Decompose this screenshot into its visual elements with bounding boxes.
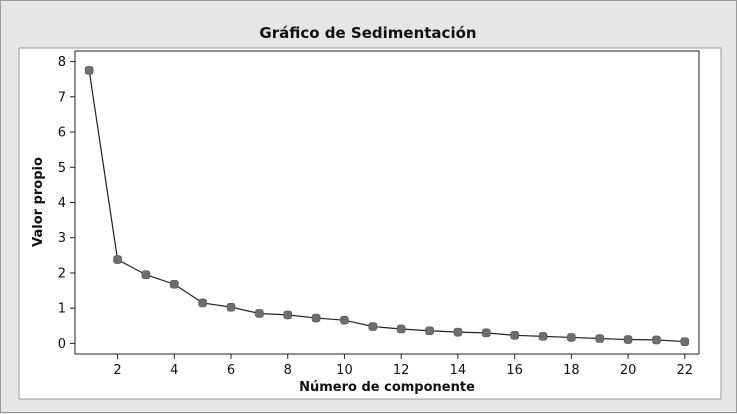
- y-tick-label: 3: [58, 231, 66, 246]
- x-tick-label: 12: [393, 363, 410, 378]
- x-tick-label: 16: [506, 363, 523, 378]
- data-point: [652, 335, 661, 345]
- data-point: [453, 327, 463, 337]
- data-point: [283, 310, 293, 320]
- y-tick-label: 4: [58, 196, 66, 211]
- data-point: [368, 322, 378, 331]
- data-point: [226, 302, 236, 312]
- data-point: [567, 333, 576, 342]
- data-point: [198, 298, 207, 308]
- data-point: [141, 270, 151, 280]
- x-tick-label: 20: [620, 363, 637, 378]
- x-tick-label: 6: [227, 363, 235, 378]
- data-point: [396, 324, 406, 334]
- x-tick-label: 10: [336, 363, 353, 378]
- series-layer: [84, 66, 690, 346]
- y-axis-label: Valor propio: [31, 157, 46, 247]
- x-tick-label: 2: [113, 363, 121, 378]
- data-point: [680, 337, 690, 346]
- y-tick-label: 6: [58, 126, 66, 141]
- x-tick-label: 4: [170, 363, 178, 378]
- data-point: [311, 313, 321, 323]
- chart-title: Gráfico de Sedimentación: [259, 24, 476, 42]
- data-point: [340, 315, 349, 325]
- y-tick-label: 1: [58, 302, 66, 317]
- x-tick-label: 22: [677, 363, 694, 378]
- x-tick-label: 18: [563, 363, 580, 378]
- data-point: [538, 332, 548, 341]
- y-tick-label: 0: [58, 337, 66, 352]
- x-tick-label: 14: [450, 363, 467, 378]
- x-tick-label: 8: [284, 363, 292, 378]
- data-point: [510, 331, 519, 340]
- data-point: [425, 326, 434, 336]
- data-point: [169, 279, 179, 289]
- y-tick-label: 8: [58, 55, 66, 70]
- data-point: [595, 334, 605, 343]
- x-axis-label: Número de componente: [299, 380, 475, 395]
- y-tick-label: 7: [58, 90, 66, 105]
- data-point: [623, 335, 633, 344]
- data-point: [481, 328, 491, 338]
- series-line: [88, 70, 685, 343]
- data-point: [113, 255, 122, 264]
- y-tick-label: 2: [58, 266, 66, 281]
- data-point: [255, 309, 264, 318]
- y-tick-label: 5: [58, 161, 66, 176]
- plot-area: [74, 50, 700, 355]
- data-point: [84, 66, 94, 75]
